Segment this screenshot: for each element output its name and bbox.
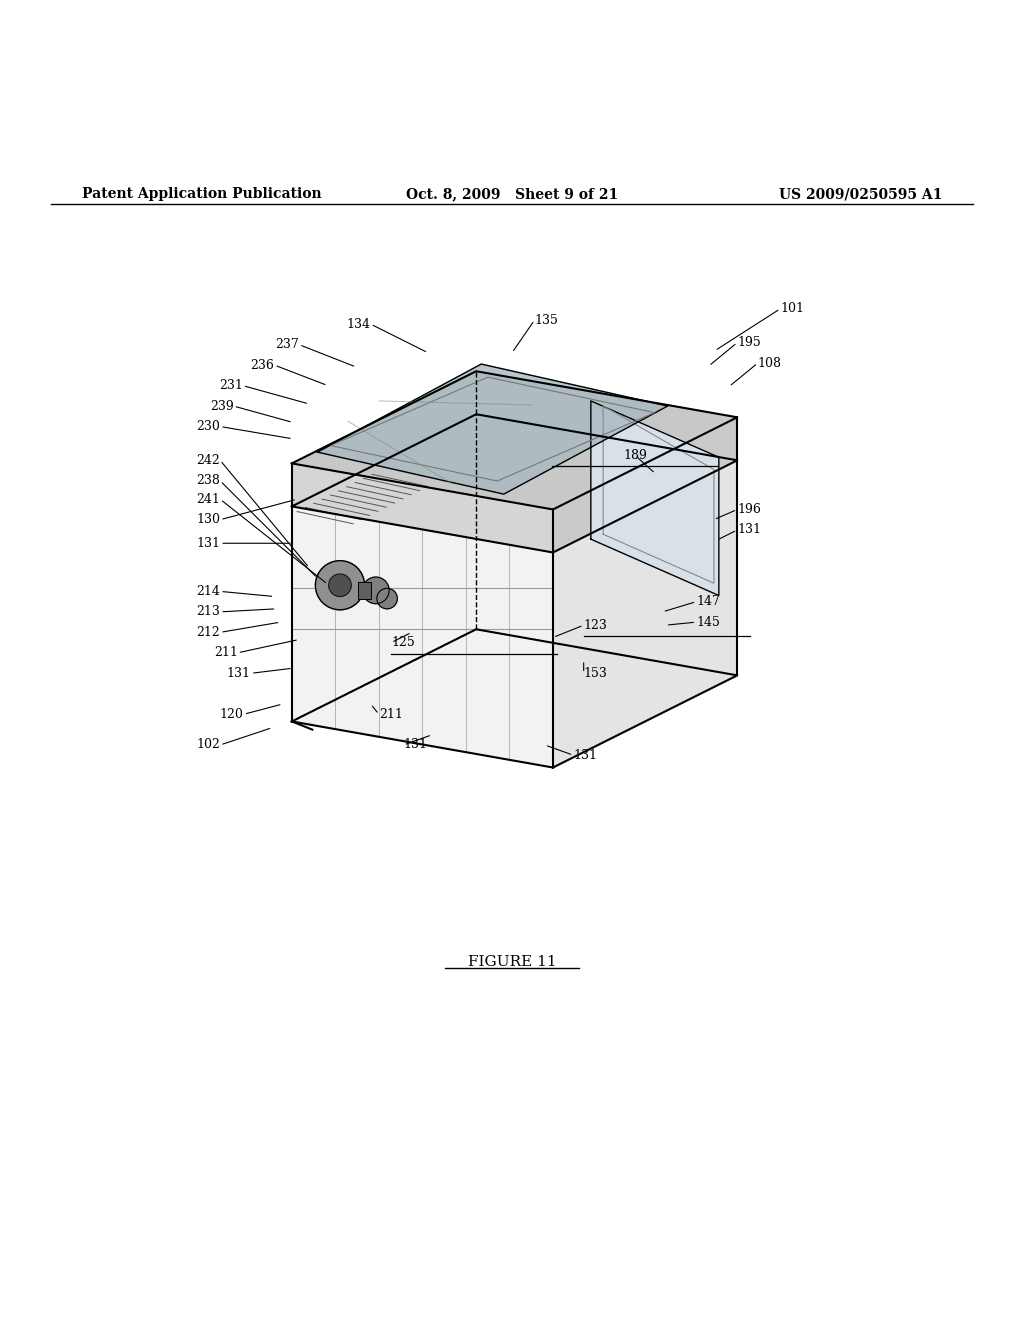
Polygon shape bbox=[292, 463, 553, 553]
Text: 211: 211 bbox=[379, 708, 402, 721]
Text: 231: 231 bbox=[219, 379, 243, 392]
Text: 196: 196 bbox=[737, 503, 761, 516]
Text: 131: 131 bbox=[197, 537, 220, 549]
Text: 108: 108 bbox=[758, 356, 781, 370]
Text: Patent Application Publication: Patent Application Publication bbox=[82, 187, 322, 201]
Text: Oct. 8, 2009   Sheet 9 of 21: Oct. 8, 2009 Sheet 9 of 21 bbox=[406, 187, 618, 201]
Text: 134: 134 bbox=[347, 318, 371, 330]
Text: 131: 131 bbox=[403, 738, 427, 751]
Text: 125: 125 bbox=[391, 636, 415, 649]
Polygon shape bbox=[292, 371, 737, 510]
Text: 239: 239 bbox=[210, 400, 233, 413]
Text: 145: 145 bbox=[696, 615, 720, 628]
Text: 213: 213 bbox=[197, 606, 220, 618]
Text: 237: 237 bbox=[275, 338, 299, 351]
Text: 212: 212 bbox=[197, 626, 220, 639]
Circle shape bbox=[362, 577, 389, 603]
Polygon shape bbox=[553, 461, 737, 767]
Text: 211: 211 bbox=[214, 647, 238, 659]
Text: 131: 131 bbox=[227, 667, 251, 680]
Polygon shape bbox=[591, 401, 719, 595]
Text: 214: 214 bbox=[197, 585, 220, 598]
Text: 131: 131 bbox=[737, 524, 761, 536]
Circle shape bbox=[329, 574, 351, 597]
Text: 147: 147 bbox=[696, 595, 720, 609]
Text: 189: 189 bbox=[623, 449, 647, 462]
Text: 101: 101 bbox=[780, 302, 804, 315]
Polygon shape bbox=[553, 417, 737, 553]
Circle shape bbox=[315, 561, 365, 610]
Text: US 2009/0250595 A1: US 2009/0250595 A1 bbox=[778, 187, 942, 201]
Circle shape bbox=[377, 589, 397, 609]
Text: 123: 123 bbox=[584, 619, 607, 632]
Polygon shape bbox=[292, 630, 737, 767]
Text: 135: 135 bbox=[535, 314, 558, 326]
Text: 236: 236 bbox=[251, 359, 274, 372]
Text: 131: 131 bbox=[573, 748, 597, 762]
Text: 195: 195 bbox=[737, 337, 761, 348]
Polygon shape bbox=[292, 414, 737, 553]
Polygon shape bbox=[317, 364, 668, 494]
FancyBboxPatch shape bbox=[358, 582, 371, 598]
Text: 242: 242 bbox=[197, 454, 220, 467]
Text: 230: 230 bbox=[197, 420, 220, 433]
Polygon shape bbox=[292, 507, 553, 767]
Text: 130: 130 bbox=[197, 513, 220, 527]
Text: 120: 120 bbox=[220, 708, 244, 721]
Text: FIGURE 11: FIGURE 11 bbox=[468, 956, 556, 969]
Text: 241: 241 bbox=[197, 492, 220, 506]
Text: 238: 238 bbox=[197, 474, 220, 487]
Text: 153: 153 bbox=[584, 667, 607, 680]
Text: 102: 102 bbox=[197, 738, 220, 751]
